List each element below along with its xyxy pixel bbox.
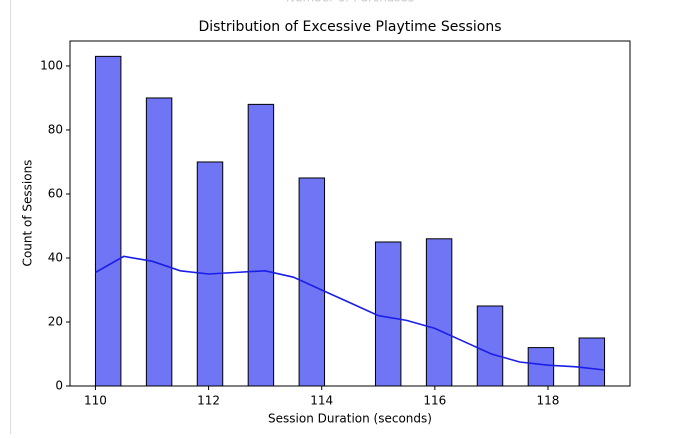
y-tick-label: 80 (48, 122, 63, 136)
x-tick-label: 112 (197, 394, 220, 408)
bar (374, 241, 402, 387)
chart-title: Distribution of Excessive Playtime Sessi… (198, 19, 501, 35)
bar (145, 97, 173, 387)
y-tick-label: 20 (48, 314, 63, 328)
bar (578, 337, 606, 387)
y-tick-label: 40 (48, 250, 63, 264)
x-axis-label: Session Duration (seconds) (268, 412, 432, 426)
x-tick-label: 118 (537, 394, 560, 408)
bar (476, 305, 504, 387)
bar (425, 238, 453, 387)
x-tick-label: 116 (423, 394, 446, 408)
bar (247, 103, 275, 387)
bar (527, 347, 555, 387)
x-tick-label: 114 (310, 394, 333, 408)
y-tick-label: 60 (48, 186, 63, 200)
y-tick-label: 100 (40, 58, 63, 72)
bar (94, 55, 122, 387)
y-axis-label: Count of Sessions (21, 160, 35, 267)
cropped-label: Number of Purchases (286, 0, 414, 5)
plot-frame (69, 40, 631, 387)
x-tick-label: 110 (84, 394, 107, 408)
y-tick-label: 0 (55, 379, 63, 393)
kde-line (95, 255, 605, 371)
